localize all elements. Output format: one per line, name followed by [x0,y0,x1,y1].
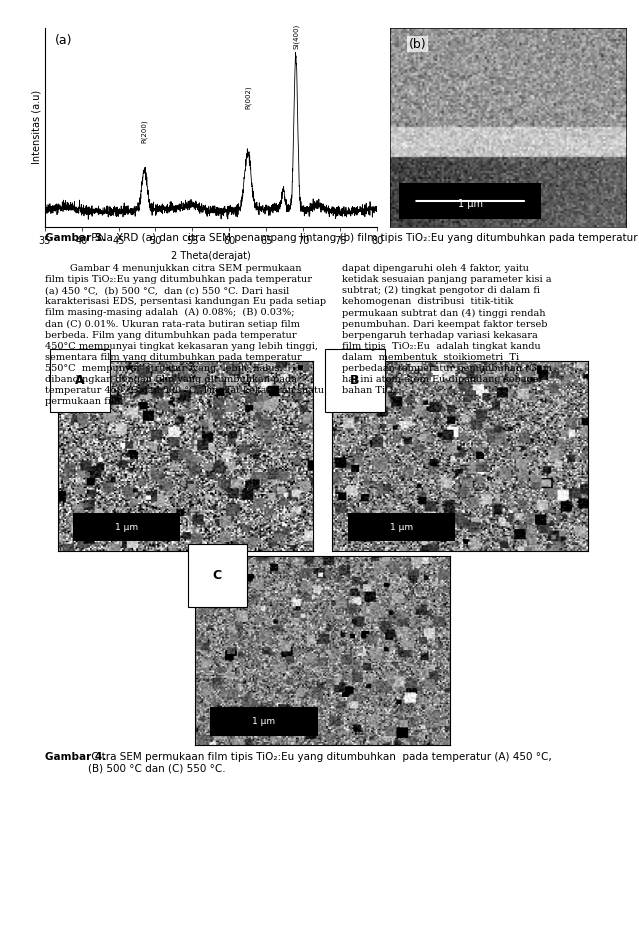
Y-axis label: Intensitas (a.u): Intensitas (a.u) [32,90,42,165]
Bar [73,513,180,542]
Text: Pola XRD (a) dan citra SEM penampang lintang (b) film tipis TiO₂:Eu yang ditumbu: Pola XRD (a) dan citra SEM penampang lin… [88,233,639,244]
Text: Gambar 4.: Gambar 4. [45,752,106,762]
Text: 1 μm: 1 μm [252,718,275,726]
Text: dapat dipengaruhi oleh 4 faktor, yaitu
ketidak sesuaian panjang parameter kisi a: dapat dipengaruhi oleh 4 faktor, yaitu k… [342,264,551,395]
Bar [348,513,455,542]
Text: R(200): R(200) [141,119,148,144]
Bar [210,707,318,736]
Text: B: B [350,374,360,387]
Text: C: C [213,569,222,582]
Text: (a): (a) [55,33,72,46]
Text: 1 μm: 1 μm [390,523,413,532]
Text: Gambar 4 menunjukkan citra SEM permukaan
film tipis TiO₂:Eu yang ditumbuhkan pad: Gambar 4 menunjukkan citra SEM permukaan… [45,264,326,407]
Text: Si(400): Si(400) [293,23,299,49]
Text: Citra SEM permukaan film tipis TiO₂:Eu yang ditumbuhkan  pada temperatur (A) 450: Citra SEM permukaan film tipis TiO₂:Eu y… [88,752,552,773]
Text: Gambar 3.: Gambar 3. [45,233,106,244]
Text: 1 μm: 1 μm [458,199,482,209]
X-axis label: 2 Theta(derajat): 2 Theta(derajat) [171,252,250,261]
Bar [399,183,541,219]
Text: 1 μm: 1 μm [115,523,138,532]
Text: R(002): R(002) [245,86,251,109]
Text: (b): (b) [409,38,426,51]
Text: A: A [75,374,85,387]
